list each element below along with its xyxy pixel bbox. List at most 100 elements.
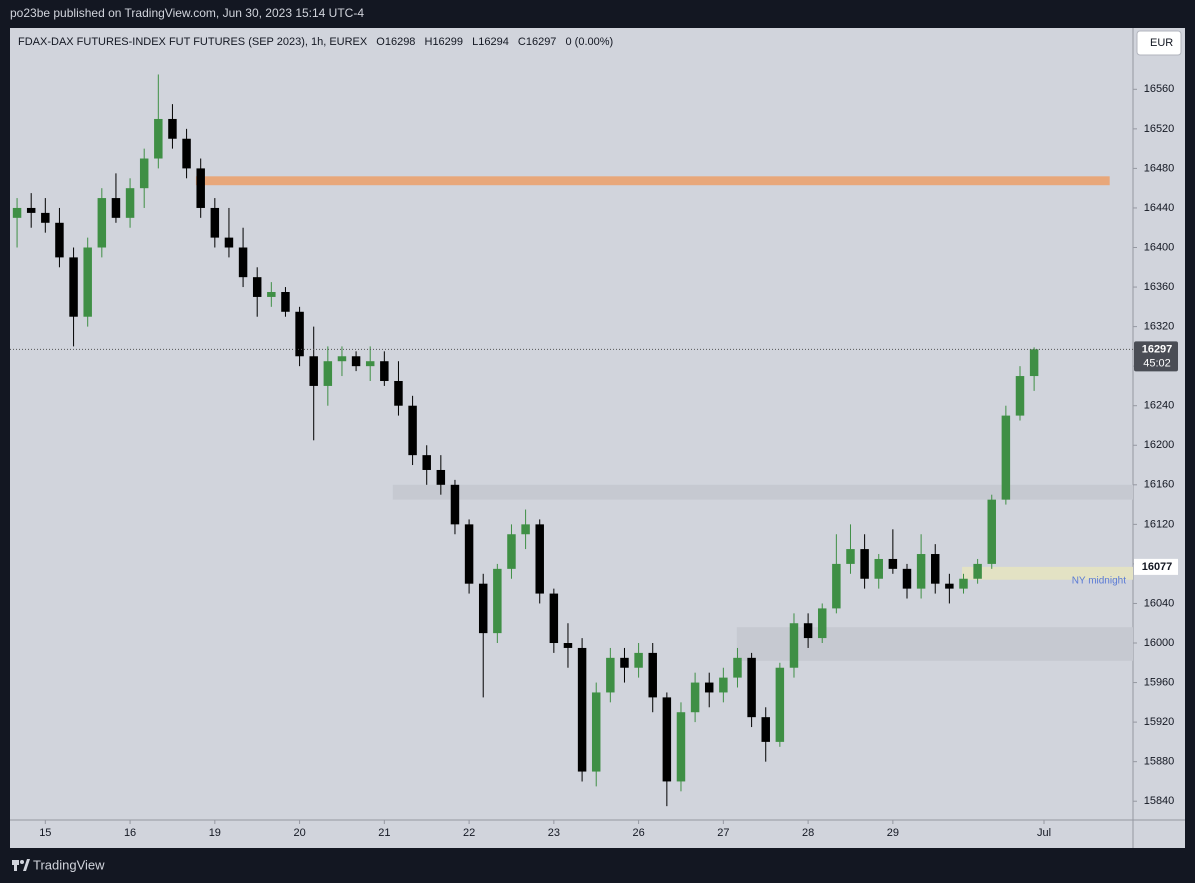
y-tick-label: 15880 [1144,756,1175,768]
candle-body [83,247,92,317]
ohlc-close: C16297 [518,36,557,48]
candle-body [295,311,304,357]
y-tick-label: 16240 [1144,400,1175,412]
candle-body [902,568,912,589]
candle-body [507,534,516,569]
candle-body [747,657,756,718]
publisher: po23be published on TradingView.com, Jun… [10,6,364,20]
brand: TradingView [33,857,105,872]
candle-body [719,677,728,693]
x-tick-label: 27 [717,827,729,839]
candle-body [464,524,474,584]
candle-body [196,168,205,208]
candle-body [577,647,587,772]
candle-body [535,524,544,594]
candle-body [111,198,121,218]
candle-body [690,682,700,713]
candle-body [733,657,742,678]
candle-body [365,361,375,367]
ohlc-low: L16294 [472,36,509,48]
level-box [1134,558,1178,575]
candle-body [323,361,333,386]
candle-body [408,405,417,456]
y-tick-label: 16000 [1144,637,1175,649]
candle-body [478,583,488,634]
candle-body [1015,376,1025,416]
candle-body [931,554,940,584]
y-tick-label: 16200 [1144,439,1175,451]
candle-body [591,692,601,772]
candle-body [26,207,36,213]
candle-body [12,207,22,218]
candle-body [803,623,813,639]
candle-body [761,717,770,742]
candle-body [380,361,389,381]
candle-body [916,554,926,589]
y-tick-label: 15960 [1144,676,1175,688]
brand-logo [12,859,30,871]
candle-body [351,356,361,367]
candle-body [1001,415,1011,500]
candle-body [337,356,347,362]
countdown: 45:02 [1143,357,1171,369]
currency-box[interactable] [1136,30,1182,56]
currency[interactable]: EUR [1150,37,1173,49]
candle-body [959,578,968,589]
candle-body [309,356,318,386]
candle-body [97,198,107,248]
candle-body [606,657,615,693]
candle-body [648,652,657,698]
candle-body [281,292,290,312]
x-tick-label: Jul [1037,827,1051,839]
candle-body [888,558,898,569]
last-price-label: 16297 [1142,343,1173,355]
candle-body [817,608,827,639]
candle-body [224,237,234,248]
candle-body [1029,349,1039,377]
y-tick-label: 15840 [1144,795,1175,807]
x-tick-label: 23 [548,827,560,839]
candle-body [620,657,629,668]
y-tick-label: 16520 [1144,123,1175,135]
y-tick-label: 16320 [1144,321,1175,333]
chart-title: FDAX-DAX FUTURES-INDEX FUT FUTURES (SEP … [18,36,613,48]
candle-body [252,277,262,297]
y-tick-label: 16160 [1144,479,1175,491]
candle-body [563,643,573,648]
y-tick-label: 16400 [1144,241,1175,253]
candle-body [521,524,530,535]
x-tick-label: 26 [632,827,644,839]
candle-body [662,697,672,782]
ohlc-open: O16298 [376,36,415,48]
zone [392,484,1133,500]
x-tick-label: 28 [802,827,814,839]
y-tick-label: 16440 [1144,202,1175,214]
candle-body [493,568,502,634]
x-tick-label: 20 [293,827,305,839]
candle-body [450,484,460,525]
zone [736,627,1133,661]
x-tick-label: 19 [209,827,221,839]
last-price-box [1134,341,1178,372]
candle-body [846,549,855,564]
y-tick-label: 16480 [1144,162,1175,174]
x-tick-label: 16 [124,827,136,839]
x-tick-label: 21 [378,827,390,839]
x-tick-label: 15 [39,827,51,839]
candle-body [210,207,220,238]
candle-body [154,118,163,159]
candle-body [832,563,841,609]
candle-body [436,469,446,485]
candle-body [874,558,883,579]
zone-label: NY midnight [1072,575,1127,586]
ohlc-change: 0 (0.00%) [566,36,614,48]
y-tick-label: 16560 [1144,83,1175,95]
candle-body [973,563,982,579]
zone [962,566,1133,580]
candle-body [182,138,191,169]
candle-body [267,292,276,297]
candle-body [987,499,996,564]
candle-body [55,222,64,258]
y-tick-label: 16040 [1144,597,1175,609]
